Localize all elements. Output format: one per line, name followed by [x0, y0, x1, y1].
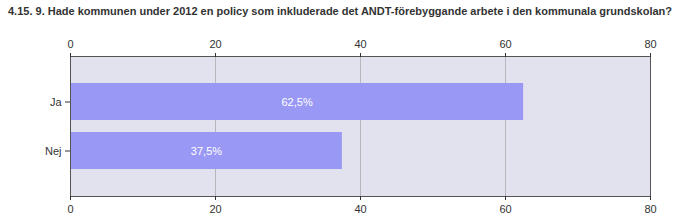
svg-text:20: 20: [209, 203, 221, 215]
svg-text:60: 60: [499, 38, 511, 50]
svg-text:62,5%: 62,5%: [281, 96, 312, 108]
svg-text:20: 20: [209, 38, 221, 50]
html-text:4.15. 9. Hade kommunen under 2: 4.15. 9. Hade kommunen under 2012 en pol…: [8, 5, 672, 17]
svg-text:40: 40: [354, 38, 366, 50]
svg-text:80: 80: [644, 38, 656, 50]
svg-text:80: 80: [644, 203, 656, 215]
svg-text:0: 0: [67, 203, 73, 215]
svg-text:Ja: Ja: [50, 96, 63, 108]
svg-text:0: 0: [67, 38, 73, 50]
svg-text:40: 40: [354, 203, 366, 215]
svg-text:Nej: Nej: [45, 145, 62, 157]
svg-text:60: 60: [499, 203, 511, 215]
svg-text:37,5%: 37,5%: [191, 145, 222, 157]
